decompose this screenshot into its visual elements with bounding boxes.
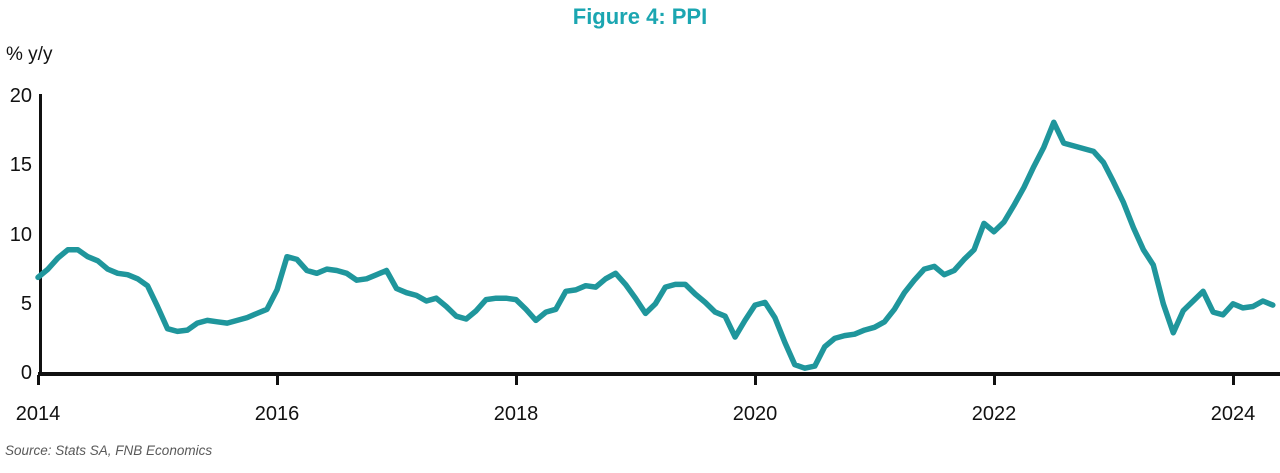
x-tick-mark (753, 375, 757, 385)
y-tick-label: 5 (20, 292, 32, 315)
x-tick-mark (514, 375, 518, 385)
y-tick-label: 20 (9, 85, 32, 107)
y-tick-label: 10 (9, 223, 32, 246)
y-axis-line (39, 94, 42, 376)
x-tick-mark (275, 375, 279, 385)
x-tick-label: 2018 (493, 403, 539, 425)
x-tick-label: 2014 (15, 403, 61, 425)
y-tick-label: 0 (20, 362, 32, 384)
y-tick-label: 15 (9, 154, 32, 177)
x-tick-label: 2020 (732, 403, 778, 425)
figure-title: Figure 4: PPI (572, 4, 708, 29)
x-tick-mark (992, 375, 996, 385)
ppi-series-line (35, 119, 1276, 371)
x-axis-line (38, 372, 1280, 376)
x-tick-label: 2022 (971, 403, 1017, 425)
x-tick-mark (36, 375, 40, 385)
x-tick-mark (1231, 375, 1235, 385)
y-axis-unit-label: % y/y (6, 44, 53, 65)
x-tick-label: 2016 (254, 403, 300, 425)
source-note: Source: Stats SA, FNB Economics (5, 443, 213, 458)
x-tick-label: 2024 (1210, 403, 1256, 425)
